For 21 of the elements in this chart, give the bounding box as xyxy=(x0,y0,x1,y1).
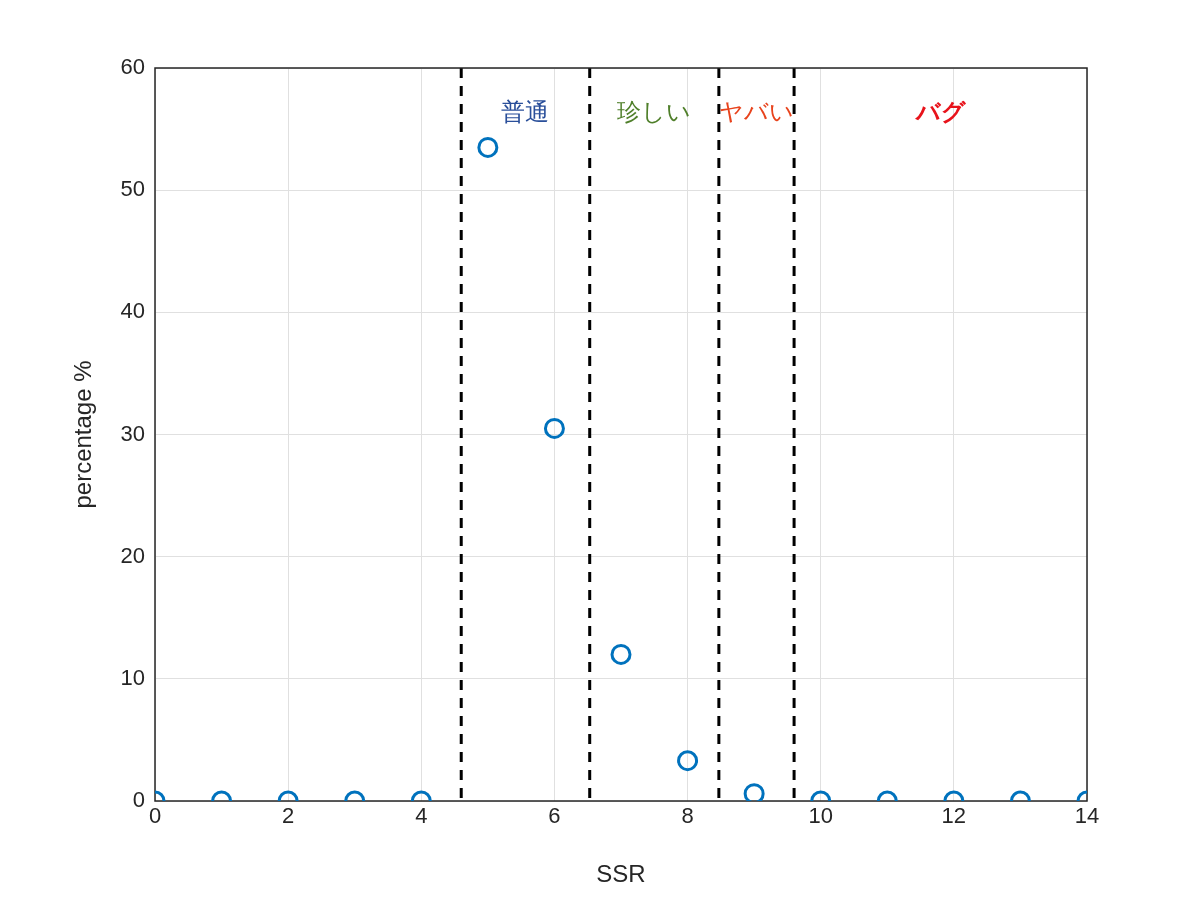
y-tick-label: 10 xyxy=(120,664,145,690)
y-tick-label: 60 xyxy=(120,54,145,80)
y-tick-label: 0 xyxy=(132,787,145,813)
y-tick-label: 20 xyxy=(120,542,145,568)
y-tick-label: 50 xyxy=(120,176,145,202)
x-tick-label: 8 xyxy=(681,803,694,829)
x-tick-label: 0 xyxy=(148,803,162,829)
x-tick-label: 4 xyxy=(415,803,428,829)
x-tick-label: 12 xyxy=(941,803,967,829)
x-tick-label: 6 xyxy=(548,803,561,829)
annotation: 珍しい xyxy=(617,97,692,125)
y-tick-label: 40 xyxy=(120,298,145,324)
x-tick-label: 2 xyxy=(282,803,295,829)
x-tick-label: 10 xyxy=(808,803,833,829)
y-axis-title: percentage % xyxy=(69,360,97,509)
y-tick-label: 30 xyxy=(120,420,145,446)
annotation: バグ xyxy=(913,97,967,125)
annotation: 普通 xyxy=(501,97,550,125)
x-axis-title: SSR xyxy=(596,860,646,888)
annotation: ヤバい xyxy=(718,97,794,125)
x-tick-label: 14 xyxy=(1074,803,1100,829)
